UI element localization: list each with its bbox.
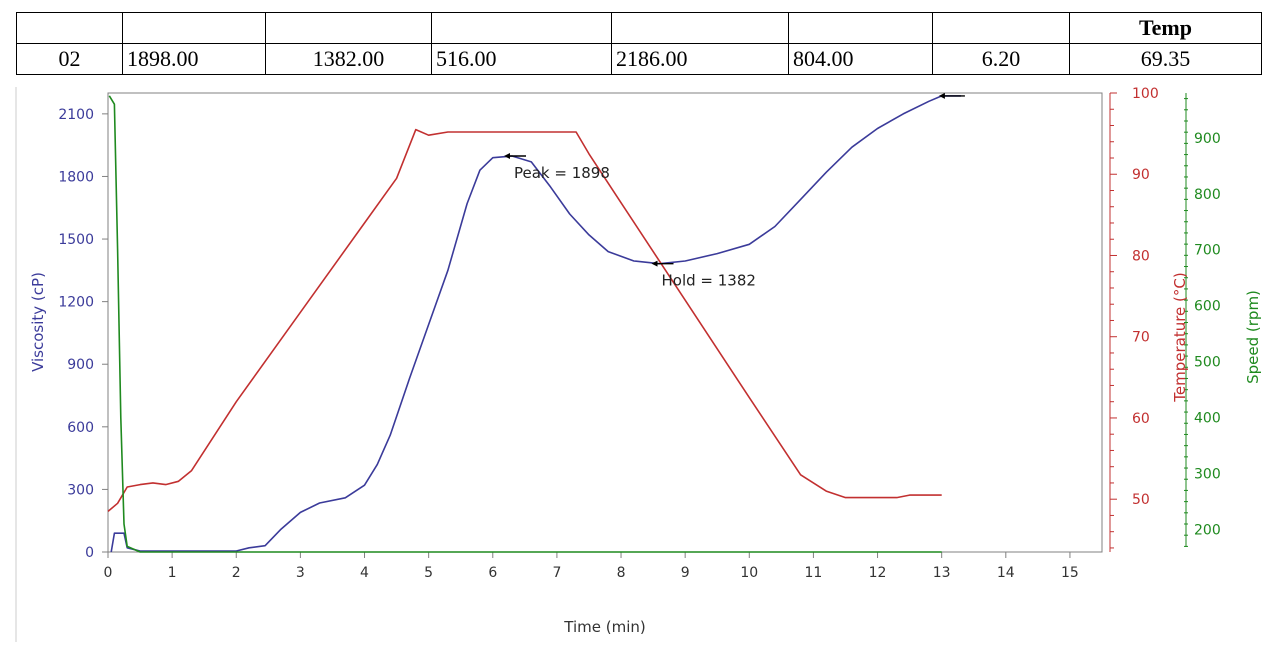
header-cell	[122, 12, 266, 44]
final-viscosity-cell: 2186.00	[611, 43, 789, 75]
end-marker-arrow	[938, 92, 945, 99]
annotation-arrow	[651, 260, 658, 267]
series-group	[107, 95, 961, 553]
x-tick-label: 0	[104, 565, 113, 581]
viscosity-tick-label: 1200	[58, 295, 94, 311]
header-cell	[431, 12, 612, 44]
header-cell	[265, 12, 432, 44]
pasting-temp-cell: 69.35	[1069, 43, 1262, 75]
temperature-line	[107, 128, 942, 513]
speed-axis-label: Speed (rpm)	[1244, 290, 1262, 384]
header-cell	[611, 12, 789, 44]
temperature-tick-label: 90	[1132, 167, 1150, 183]
x-tick-label: 11	[805, 565, 823, 581]
setback-cell: 804.00	[788, 43, 933, 75]
viscosity-line	[110, 95, 961, 553]
header-cell	[788, 12, 933, 44]
x-tick-label: 1	[168, 565, 177, 581]
speed-tick-label: 300	[1194, 467, 1221, 483]
x-tick-label: 5	[424, 565, 433, 581]
x-tick-label: 12	[869, 565, 887, 581]
temperature-tick-label: 80	[1132, 248, 1150, 264]
x-tick-label: 4	[360, 565, 369, 581]
speed-tick-label: 700	[1194, 243, 1221, 259]
viscosity-tick-label: 900	[67, 357, 94, 373]
temperature-tick-label: 50	[1132, 492, 1150, 508]
temperature-tick-label: 100	[1132, 87, 1159, 102]
header-cell	[16, 12, 123, 44]
x-tick-label: 9	[681, 565, 690, 581]
peak-time-cell: 6.20	[932, 43, 1070, 75]
x-tick-label: 8	[617, 565, 626, 581]
speed-line	[108, 95, 942, 553]
x-tick-label: 2	[232, 565, 241, 581]
viscosity-tick-label: 300	[67, 482, 94, 498]
x-tick-label: 15	[1061, 565, 1079, 581]
x-tick-label: 10	[740, 565, 758, 581]
plot-area	[107, 92, 1103, 553]
x-tick-label: 3	[296, 565, 305, 581]
speed-tick-label: 400	[1194, 411, 1221, 427]
x-tick-label: 14	[997, 565, 1015, 581]
breakdown-cell: 516.00	[431, 43, 612, 75]
viscosity-tick-label: 1500	[58, 232, 94, 248]
viscosity-tick-label: 2100	[58, 107, 94, 123]
x-tick-label: 6	[488, 565, 497, 581]
viscosity-tick-label: 600	[67, 420, 94, 436]
annotation-arrow	[504, 153, 511, 160]
temperature-tick-label: 70	[1132, 330, 1150, 346]
viscosity-tick-label: 0	[85, 545, 94, 561]
speed-tick-label: 900	[1194, 131, 1221, 147]
sample-id-cell: 02	[16, 43, 123, 75]
speed-tick-label: 600	[1194, 299, 1221, 315]
x-tick-label: 13	[933, 565, 951, 581]
results-table: Temp 02 1898.00 1382.00 516.00 2186.00 8…	[16, 12, 1262, 75]
temperature-tick-label: 60	[1132, 411, 1150, 427]
viscosity-axis-label: Viscosity (cP)	[29, 272, 47, 372]
table-row: 02 1898.00 1382.00 516.00 2186.00 804.00…	[16, 43, 1262, 75]
peak-viscosity-cell: 1898.00	[122, 43, 266, 75]
axes-group: 0 1 2 3 4 5 6 7 8 9 10 11 12 13 14 15030060090012001500…	[58, 87, 1220, 581]
hold-viscosity-cell: 1382.00	[265, 43, 432, 75]
temperature-axis-label: Temperature (°C)	[1171, 272, 1189, 402]
annotation-label: Hold = 1382	[662, 272, 756, 290]
speed-tick-label: 500	[1194, 355, 1221, 371]
table-header-row: Temp	[16, 12, 1262, 44]
annotations-group: Peak = 1898 Hold = 1382	[504, 92, 965, 290]
header-cell	[932, 12, 1070, 44]
speed-tick-label: 200	[1194, 523, 1221, 539]
x-tick-label: 7	[552, 565, 561, 581]
rva-chart: 0 1 2 3 4 5 6 7 8 9 10 11 12 13 14 15030060090012001500…	[15, 87, 1262, 642]
temp-header-cell: Temp	[1069, 12, 1262, 44]
speed-tick-label: 800	[1194, 187, 1221, 203]
x-axis-label: Time (min)	[563, 618, 645, 636]
annotation-label: Peak = 1898	[514, 164, 610, 182]
viscosity-tick-label: 1800	[58, 169, 94, 185]
